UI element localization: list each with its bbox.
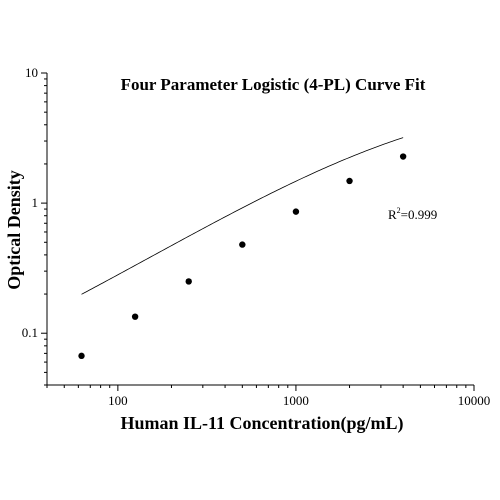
x-tick-label: 1000 — [283, 393, 309, 408]
axes — [46, 73, 474, 386]
ticks: 100 1000 10000 0.1 1 10 — [22, 65, 491, 408]
data-point — [78, 352, 85, 360]
data-points — [78, 153, 407, 360]
data-point — [239, 241, 246, 248]
x-tick-label: 100 — [108, 393, 128, 408]
r-squared-base: R — [388, 207, 397, 222]
y-tick-label: 10 — [25, 65, 38, 80]
r-squared-value: =0.999 — [401, 207, 438, 222]
data-point — [399, 153, 407, 160]
y-axis-title: Optical Density — [4, 170, 24, 290]
r-squared-superscript: 2 — [397, 206, 401, 215]
data-point — [185, 278, 192, 285]
fit-curve — [81, 137, 404, 295]
x-axis-title: Human IL-11 Concentration(pg/mL) — [120, 413, 403, 434]
y-tick-label: 1 — [32, 195, 39, 210]
chart-title: Four Parameter Logistic (4-PL) Curve Fit — [121, 75, 426, 94]
r-squared-annotation: R2=0.999 — [388, 206, 437, 222]
data-point — [292, 208, 300, 215]
x-tick-label: 10000 — [458, 393, 491, 408]
y-tick-label: 0.1 — [22, 325, 38, 340]
data-point — [346, 177, 353, 185]
fit-curve-layer — [81, 137, 404, 295]
data-point — [131, 313, 139, 320]
